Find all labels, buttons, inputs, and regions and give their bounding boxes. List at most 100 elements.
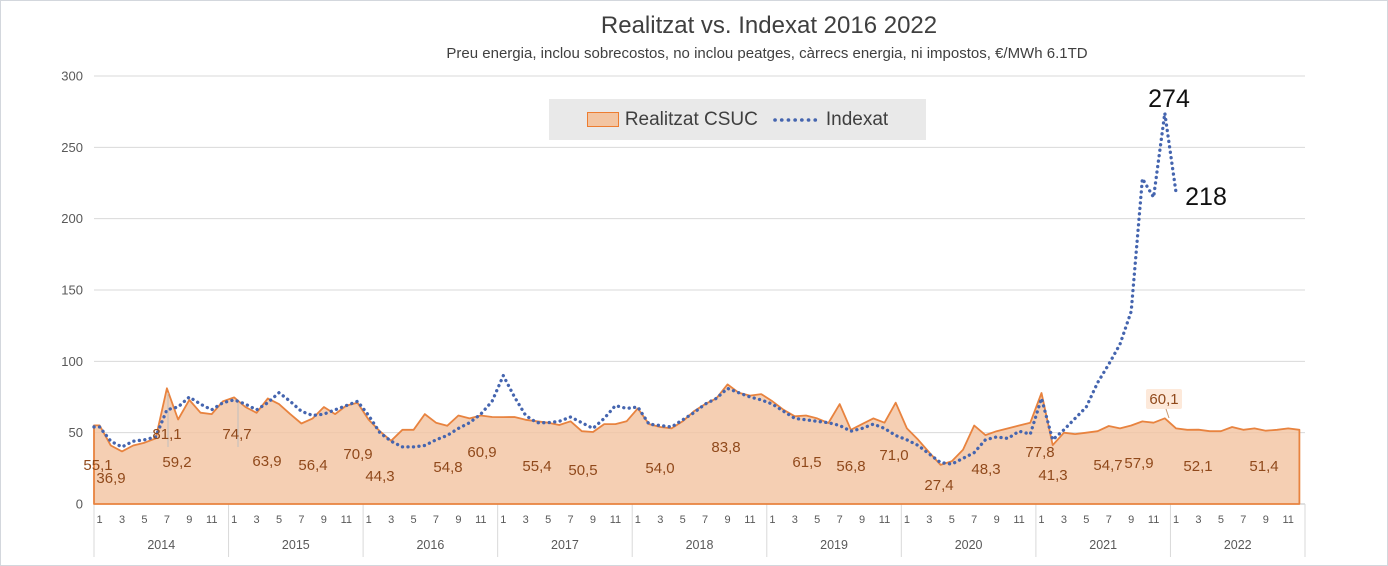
month-tick-label: 7	[433, 514, 439, 526]
data-label: 61,5	[792, 454, 821, 471]
month-tick-label: 1	[97, 514, 103, 526]
data-label: 54,8	[433, 459, 462, 476]
year-label: 2015	[282, 538, 310, 552]
month-tick-label: 11	[341, 514, 352, 526]
data-label: 63,9	[252, 453, 281, 470]
data-label: 71,0	[879, 447, 908, 464]
data-label: 51,4	[1249, 458, 1278, 475]
month-tick-label: 7	[837, 514, 843, 526]
year-label: 2014	[147, 538, 175, 552]
chart-legend: Realitzat CSUC Indexat	[549, 99, 926, 140]
year-label: 2016	[416, 538, 444, 552]
month-tick-label: 3	[254, 514, 260, 526]
month-tick-label: 1	[1173, 514, 1179, 526]
data-label: 81,1	[152, 426, 181, 443]
data-label: 74,7	[222, 426, 251, 443]
month-tick-label: 5	[141, 514, 147, 526]
month-tick-label: 5	[680, 514, 686, 526]
month-tick-label: 11	[744, 514, 755, 526]
peak-annotation: 218	[1185, 183, 1227, 211]
month-tick-label: 1	[500, 514, 506, 526]
data-label: 83,8	[711, 439, 740, 456]
month-tick-label: 9	[724, 514, 730, 526]
year-label: 2021	[1089, 538, 1117, 552]
data-label: 27,4	[924, 477, 953, 494]
year-label: 2018	[686, 538, 714, 552]
data-label: 48,3	[971, 461, 1000, 478]
data-label: 50,5	[568, 462, 597, 479]
y-tick-label: 0	[76, 497, 83, 512]
series-dotted-indexat	[92, 111, 1178, 466]
callout-box	[1146, 389, 1182, 409]
month-tick-label: 7	[702, 514, 708, 526]
month-tick-label: 9	[455, 514, 461, 526]
series-area-realitzat	[93, 383, 1301, 505]
data-label: 54,0	[645, 460, 674, 477]
data-label: 57,9	[1124, 455, 1153, 472]
month-tick-label: 5	[1218, 514, 1224, 526]
data-label: 54,7	[1093, 457, 1122, 474]
area-swatch-icon	[586, 112, 619, 127]
dotted-line-swatch-icon	[773, 117, 819, 122]
month-tick-label: 11	[206, 514, 217, 526]
callout-label: 60,1	[1149, 391, 1178, 408]
chart-title: Realitzat vs. Indexat 2016 2022	[600, 12, 938, 39]
chart-subtitle: Preu energia, inclou sobrecostos, no inc…	[446, 45, 1088, 62]
month-tick-label: 7	[567, 514, 573, 526]
month-tick-label: 9	[859, 514, 865, 526]
y-tick-label: 50	[69, 425, 83, 440]
month-tick-label: 9	[321, 514, 327, 526]
y-tick-label: 300	[61, 69, 83, 84]
month-tick-label: 11	[1148, 514, 1159, 526]
data-label: 44,3	[365, 468, 394, 485]
month-tick-label: 3	[523, 514, 529, 526]
month-tick-label: 1	[904, 514, 910, 526]
month-tick-label: 3	[1061, 514, 1067, 526]
month-tick-label: 1	[231, 514, 237, 526]
year-label: 2020	[955, 538, 983, 552]
month-tick-label: 7	[164, 514, 170, 526]
month-tick-label: 11	[475, 514, 486, 526]
y-tick-label: 250	[61, 140, 83, 155]
year-label: 2017	[551, 538, 579, 552]
month-tick-label: 3	[119, 514, 125, 526]
year-label: 2022	[1224, 538, 1252, 552]
month-tick-label: 9	[994, 514, 1000, 526]
month-tick-label: 3	[657, 514, 663, 526]
year-label: 2019	[820, 538, 848, 552]
month-tick-label: 7	[298, 514, 304, 526]
month-tick-label: 9	[1128, 514, 1134, 526]
month-tick-label: 9	[1263, 514, 1269, 526]
month-tick-label: 7	[971, 514, 977, 526]
month-tick-label: 7	[1240, 514, 1246, 526]
month-tick-label: 7	[1106, 514, 1112, 526]
legend-label-indexat: Indexat	[825, 108, 889, 130]
data-label: 55,4	[522, 458, 551, 475]
month-tick-label: 5	[949, 514, 955, 526]
data-label: 56,4	[298, 457, 327, 474]
legend-label-realitzat: Realitzat CSUC	[624, 108, 758, 130]
month-tick-label: 5	[1083, 514, 1089, 526]
data-label: 60,9	[467, 444, 496, 461]
data-label: 41,3	[1038, 467, 1067, 484]
month-tick-label: 1	[366, 514, 372, 526]
month-tick-label: 1	[1038, 514, 1044, 526]
month-tick-label: 9	[186, 514, 192, 526]
legend-item-indexat: Indexat	[772, 109, 888, 131]
month-tick-label: 11	[1013, 514, 1024, 526]
data-label: 59,2	[162, 454, 191, 471]
y-tick-label: 200	[61, 211, 83, 226]
peak-annotation: 274	[1148, 85, 1190, 113]
legend-item-realitzat: Realitzat CSUC	[586, 108, 758, 131]
month-tick-label: 3	[926, 514, 932, 526]
month-tick-label: 11	[1282, 514, 1293, 526]
callout-leader-line	[1165, 408, 1170, 419]
month-tick-label: 5	[276, 514, 282, 526]
y-tick-label: 100	[61, 354, 83, 369]
month-tick-label: 5	[411, 514, 417, 526]
month-tick-label: 11	[610, 514, 621, 526]
data-label: 77,8	[1025, 444, 1054, 461]
month-tick-label: 1	[635, 514, 641, 526]
